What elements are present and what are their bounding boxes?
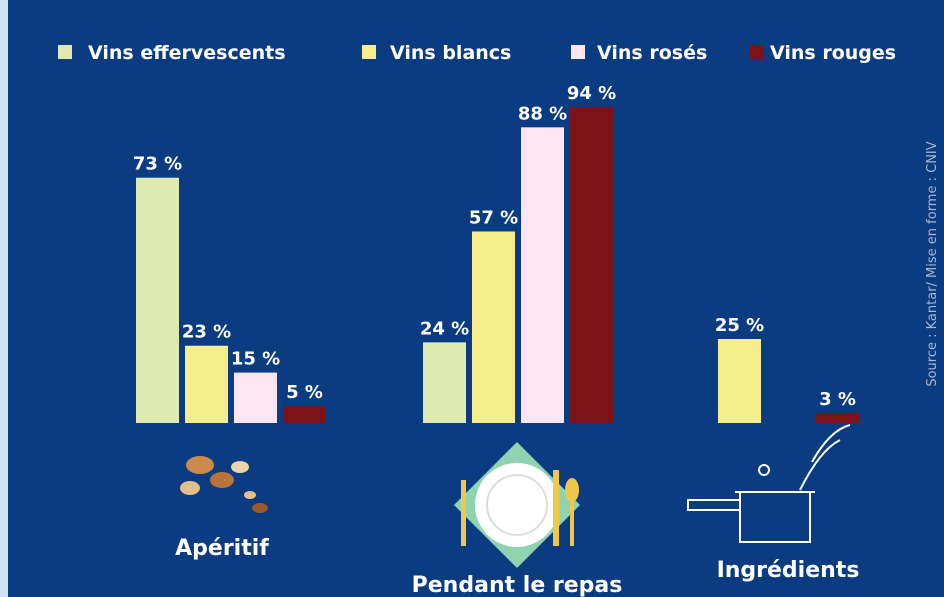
legend-swatch bbox=[571, 45, 585, 59]
value-label: 23 % bbox=[182, 322, 231, 343]
bar bbox=[423, 342, 466, 423]
category-label: Apéritif bbox=[175, 536, 269, 561]
value-label: 94 % bbox=[567, 83, 616, 104]
bar bbox=[136, 178, 179, 423]
legend-label: Vins effervescents bbox=[88, 42, 286, 64]
bar bbox=[570, 107, 613, 423]
bar bbox=[283, 406, 326, 423]
bar bbox=[718, 339, 761, 423]
bar bbox=[472, 231, 515, 423]
category-label: Pendant le repas bbox=[412, 573, 623, 597]
bar bbox=[234, 373, 277, 423]
legend-swatch bbox=[58, 45, 72, 59]
chart: Source : Kantar/ Mise en forme : CNIV Vi… bbox=[0, 0, 944, 597]
legend-swatch bbox=[750, 45, 764, 59]
value-label: 73 % bbox=[133, 154, 182, 175]
value-label: 15 % bbox=[231, 349, 280, 370]
bar bbox=[816, 413, 859, 423]
value-label: 5 % bbox=[286, 382, 323, 403]
legend-label: Vins blancs bbox=[390, 42, 511, 64]
value-label: 57 % bbox=[469, 207, 518, 228]
legend-label: Vins rouges bbox=[770, 42, 896, 64]
value-label: 88 % bbox=[518, 103, 567, 124]
value-label: 24 % bbox=[420, 318, 469, 339]
legend-swatch bbox=[362, 45, 376, 59]
bar bbox=[185, 346, 228, 423]
value-label: 25 % bbox=[715, 315, 764, 336]
legend-label: Vins rosés bbox=[597, 42, 707, 64]
value-label: 3 % bbox=[819, 389, 856, 410]
edge-strip bbox=[0, 0, 8, 597]
category-label: Ingrédients bbox=[717, 558, 860, 583]
bar bbox=[521, 127, 564, 423]
source: Source : Kantar/ Mise en forme : CNIV bbox=[925, 141, 940, 386]
